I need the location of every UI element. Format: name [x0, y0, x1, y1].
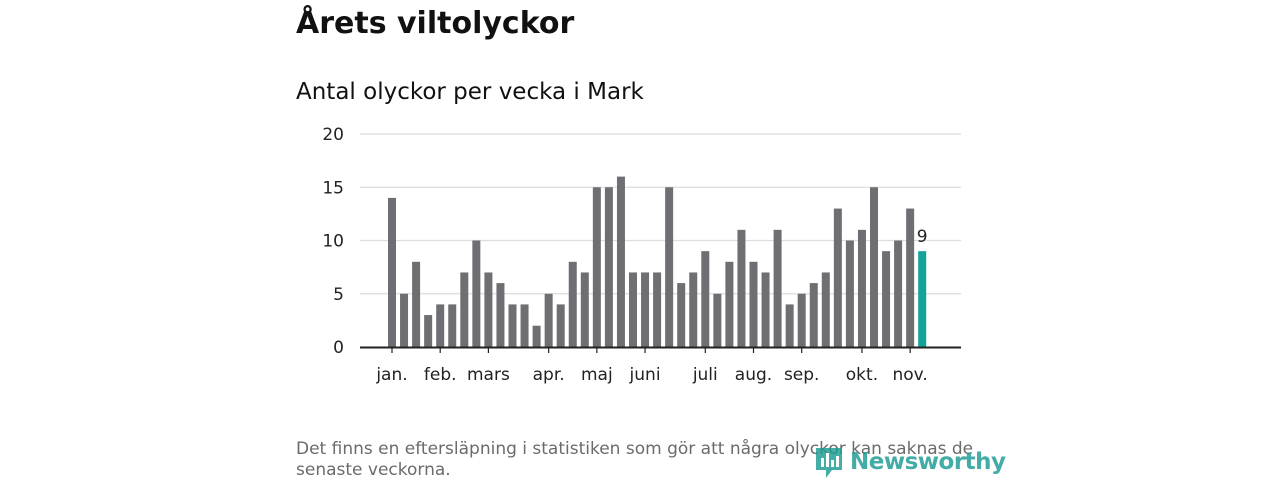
x-axis-ticks: jan. feb. mars apr. maj juni juli aug. sep. okt. n… — [375, 347, 928, 385]
bar — [894, 240, 903, 347]
bar — [496, 283, 505, 347]
bar — [809, 283, 818, 347]
bar — [424, 315, 433, 347]
bar — [785, 304, 794, 347]
bar — [749, 261, 758, 347]
bar — [629, 272, 637, 347]
bar — [665, 187, 674, 347]
bar — [436, 304, 445, 347]
x-tick-label: feb. — [424, 365, 457, 385]
y-tick-label: 15 — [322, 178, 344, 198]
bar — [544, 293, 553, 347]
bar — [797, 293, 806, 347]
bar — [508, 304, 517, 347]
bar — [677, 283, 686, 347]
bar — [833, 208, 842, 347]
bar — [906, 208, 915, 347]
bar — [604, 187, 613, 347]
bar — [568, 261, 577, 347]
bar — [616, 176, 625, 347]
bar — [460, 272, 469, 347]
bar — [737, 229, 746, 347]
bar — [556, 304, 565, 347]
bar — [821, 272, 830, 347]
x-tick-label: mars — [467, 365, 510, 385]
y-tick-label: 0 — [333, 338, 344, 358]
bar — [870, 187, 878, 347]
y-axis-ticks: 0 5 10 15 20 — [322, 125, 344, 358]
bar — [725, 261, 734, 347]
x-tick-label: apr. — [533, 365, 565, 385]
bar — [653, 272, 662, 347]
bar — [388, 197, 396, 347]
bars: 9 — [388, 176, 928, 347]
bar-highlight — [918, 251, 927, 347]
bar — [532, 325, 541, 347]
x-tick-label: aug. — [735, 365, 772, 385]
x-tick-label: maj — [581, 365, 613, 385]
y-tick-label: 10 — [322, 232, 344, 252]
x-tick-label: nov. — [892, 365, 927, 385]
x-tick-label: okt. — [846, 365, 878, 385]
bar — [484, 272, 493, 347]
bar — [857, 229, 866, 347]
chart-title: Antal olyckor per vecka i Mark — [296, 79, 644, 105]
bar — [580, 272, 589, 347]
bar — [761, 272, 770, 347]
x-tick-label: juli — [692, 365, 718, 385]
y-tick-label: 20 — [322, 125, 344, 145]
bar — [641, 272, 650, 347]
newsworthy-logo-text: Newsworthy — [850, 449, 1006, 475]
bar — [472, 240, 481, 347]
page-title: Årets viltolyckor — [296, 6, 575, 41]
newsworthy-logo: Newsworthy — [814, 444, 1006, 480]
x-tick-label: juni — [629, 365, 661, 385]
newsworthy-logo-icon — [816, 448, 842, 478]
bar — [412, 261, 421, 347]
bar — [713, 293, 722, 347]
bar — [701, 251, 710, 347]
footnote: Det finns en eftersläpning i statistiken… — [296, 439, 974, 480]
bar-data-label: 9 — [917, 227, 928, 247]
bar — [882, 251, 891, 347]
bar — [592, 187, 601, 347]
x-tick-label: sep. — [784, 365, 820, 385]
bar — [520, 304, 529, 347]
bar — [400, 293, 409, 347]
y-tick-label: 5 — [333, 285, 344, 305]
bar — [773, 229, 782, 347]
bar — [448, 304, 457, 347]
x-tick-label: jan. — [375, 365, 407, 385]
bar — [689, 272, 698, 347]
bar — [845, 240, 854, 347]
